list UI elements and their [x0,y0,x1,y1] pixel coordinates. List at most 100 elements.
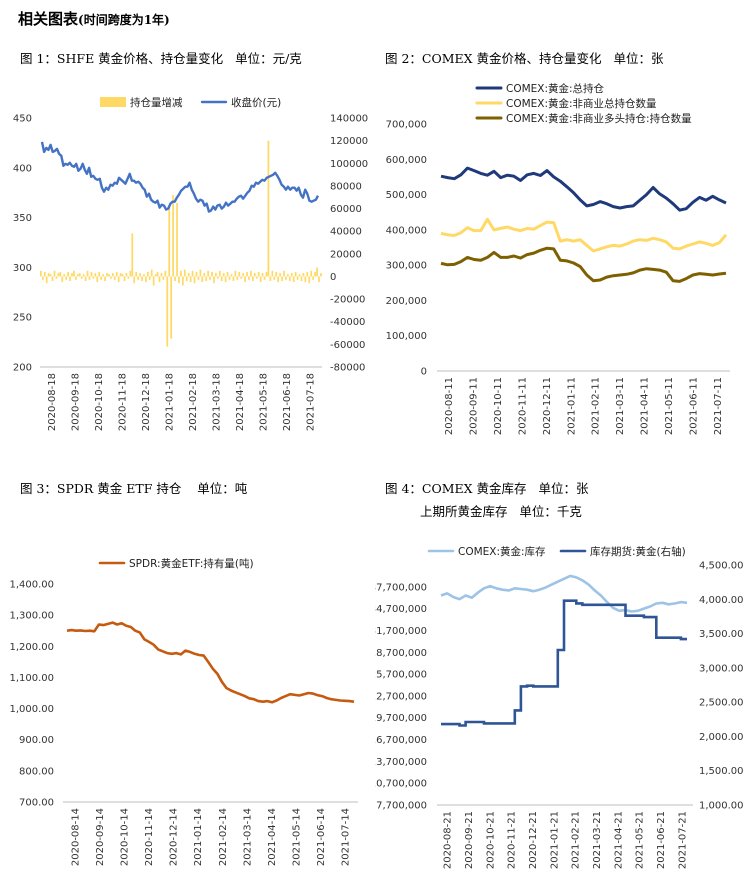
chart2-ytick: 600,000 [386,155,427,166]
chart2-xtick: 2020-10-11 [493,377,504,435]
chart2-xtick: 2021-03-11 [615,377,626,435]
chart2-xtick: 2021-02-11 [591,377,602,435]
chart1-bar [263,276,266,280]
chart1-bar [156,271,159,277]
chart1-shfe: 450 400 350 300 250 200 140000 120000 100000 8000… [13,96,368,431]
chart3-ytick: 900.00 [19,735,54,746]
chart3-xtick: 2021-04-14 [267,808,278,866]
chart1-bar [154,274,157,277]
chart1-bar [240,276,243,279]
chart1-bar [63,274,66,277]
chart1-ytick-left: 400 [13,163,32,174]
chart4-ytick-left: 10,700,000 [375,779,427,790]
chart1-bar [162,276,165,280]
chart1-bar [195,271,198,277]
chart1-bar [40,270,42,277]
chart1-bar [314,271,316,277]
chart4-ytick-left: 7,700,000 [376,801,427,812]
chart1-bar [222,273,225,277]
chart4-ytick-left: 19,700,000 [375,713,427,724]
chart1-bar [47,273,50,277]
chart1-bar [69,276,71,281]
chart3-xtick: 2020-12-14 [169,808,180,866]
chart1-bar [189,276,192,283]
chart1-ytick-left: 200 [13,363,32,374]
chart3-xtick: 2020-08-14 [70,808,81,866]
chart4-ytick-left: 25,700,000 [375,670,427,681]
chart1-bar [220,276,223,281]
chart1-bar [102,274,104,277]
chart1-bar [61,276,64,283]
chart1-bar [131,233,134,277]
chart4-xtick: 2021-03-21 [592,811,603,869]
chart1-bar [294,271,297,277]
chart1-bar [150,269,153,277]
chart1-bar [250,270,252,277]
chart4-ytick-right: 4,000.00 [699,595,744,606]
chart1-bar [199,269,202,277]
chart3-spdr: 1,400.00 1,300.00 1,200.00 1,100.00 1,000.00… [9,557,358,866]
chart1-ytick-right: 120000 [330,136,368,147]
chart1-bar [160,273,163,277]
chart4-title2: 上期所黄金库存 单位：千克 [420,504,582,519]
chart4-xtick: 2021-06-21 [656,811,667,869]
chart1-xtick: 2021-03-18 [211,373,222,431]
chart1-xtick: 2020-10-18 [94,373,105,431]
chart1-xtick: 2021-06-18 [282,373,293,431]
chart1-bar [117,276,120,283]
chart4-ytick-right: 3,000.00 [699,663,744,674]
chart1-bar [234,270,237,277]
chart1-bar [203,273,206,277]
chart2-title: 图 2：COMEX 黄金价格、持仓量变化 单位：张 [385,51,664,66]
chart1-xtick: 2020-12-18 [141,373,152,431]
chart1-bar [78,273,81,277]
chart4-ytick-right: 4,500.00 [699,561,744,572]
chart1-bar [82,274,85,277]
chart1-bar [302,273,305,277]
chart4-ytick-left: 31,700,000 [375,626,427,637]
chart1-bar [205,276,208,281]
chart1-bar [230,274,233,277]
chart1-bar [244,276,246,283]
chart3-xtick: 2021-06-14 [316,808,327,866]
chart4-ytick-right: 1,000.00 [699,801,744,812]
chart1-bar [257,271,260,277]
chart1-bar [41,276,44,280]
chart1-bar [181,276,184,286]
chart1-legend-bar-label: 持仓量增减 [130,96,183,109]
page-title-note: (时间跨度为1年) [78,13,170,27]
chart1-bar [143,274,145,277]
chart1-bar [170,276,173,339]
chart1-line-close [40,141,320,213]
chart1-ytick-right: 20000 [330,249,362,260]
chart1-bar [273,276,276,280]
chart1-bar [158,276,161,283]
chart1-ytick-left: 250 [13,313,32,324]
chart1-bar [298,274,301,277]
chart1-bar [253,273,256,277]
chart1-bar [71,273,73,277]
chart2-xtick: 2020-09-11 [469,377,480,435]
chart4-ytick-left: 28,700,000 [375,648,427,659]
chart1-bar [166,276,169,347]
chart1-bar [224,276,227,283]
chart4-xtick: 2020-08-21 [443,811,454,869]
chart4-ytick-right: 3,500.00 [699,629,744,640]
chart1-ytick-right: 140000 [330,114,368,125]
chart4-legend-shfe-label: 库存期货:黄金(右轴) [590,545,686,558]
chart4-xtick: 2021-05-21 [635,811,646,869]
chart1-bar [51,276,54,281]
chart1-bar [45,276,48,284]
chart2-xtick: 2021-05-11 [664,377,675,435]
chart2-ytick: 500,000 [386,190,427,201]
chart1-bar [277,276,280,283]
chart1-bar [283,270,285,277]
chart1-bar [187,273,190,277]
chart1-bar [110,276,112,279]
chart1-bar [104,276,106,281]
chart1-bar [218,270,221,277]
chart1-ytick-left: 350 [13,213,32,224]
chart3-xtick: 2020-09-14 [95,808,106,866]
chart1-bar [178,276,180,284]
chart1-bar [228,276,231,280]
